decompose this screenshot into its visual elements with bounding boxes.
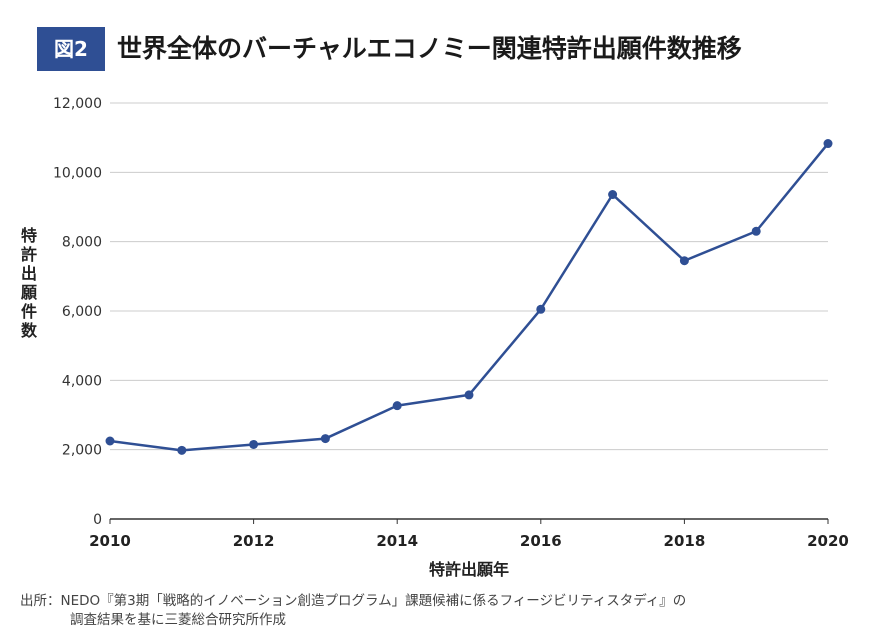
y-tick-label: 12,000 (53, 96, 102, 112)
x-tick-label: 2014 (376, 532, 418, 550)
source-line-2: 調査結果を基に三菱総合研究所作成 (70, 612, 286, 628)
data-point (751, 226, 761, 236)
y-tick-label: 10,000 (53, 165, 102, 181)
y-tick-label: 8,000 (62, 235, 102, 251)
data-point (464, 390, 474, 400)
data-point (249, 439, 259, 449)
data-series (105, 139, 833, 455)
y-axis-label: 特許出願件数 (20, 226, 37, 340)
data-point (536, 304, 546, 314)
y-tick-label: 2,000 (62, 443, 102, 459)
x-tick-label: 2018 (664, 532, 706, 550)
data-point (679, 256, 689, 266)
x-tick-labels: 2010 2012 2014 2016 2018 2020 (89, 532, 849, 550)
x-tick-label: 2010 (89, 532, 131, 550)
x-tick-label: 2012 (233, 532, 275, 550)
chart-title: 世界全体のバーチャルエコノミー関連特許出願件数推移 (117, 34, 742, 63)
x-axis-label: 特許出願年 (428, 560, 509, 579)
x-tick-label: 2020 (807, 532, 849, 550)
series-line (108, 142, 830, 452)
source-line-1: 出所：NEDO『第3期「戦略的イノベーション創造プログラム」課題候補に係るフィー… (20, 593, 687, 609)
source-note: 出所：NEDO『第3期「戦略的イノベーション創造プログラム」課題候補に係るフィー… (20, 592, 860, 630)
gridlines (109, 102, 829, 524)
data-point (823, 139, 833, 149)
figure-number-badge: 図2 (37, 27, 105, 71)
data-point (105, 436, 115, 446)
data-point (320, 434, 330, 444)
y-tick-labels: 0 2,000 4,000 6,000 8,000 10,000 12,000 (53, 96, 102, 528)
y-tick-label: 0 (93, 512, 102, 528)
data-point (392, 401, 402, 411)
y-tick-label: 4,000 (62, 373, 102, 389)
data-point (608, 190, 618, 200)
x-tick-label: 2016 (520, 532, 562, 550)
data-point (177, 445, 187, 455)
y-tick-label: 6,000 (62, 304, 102, 320)
